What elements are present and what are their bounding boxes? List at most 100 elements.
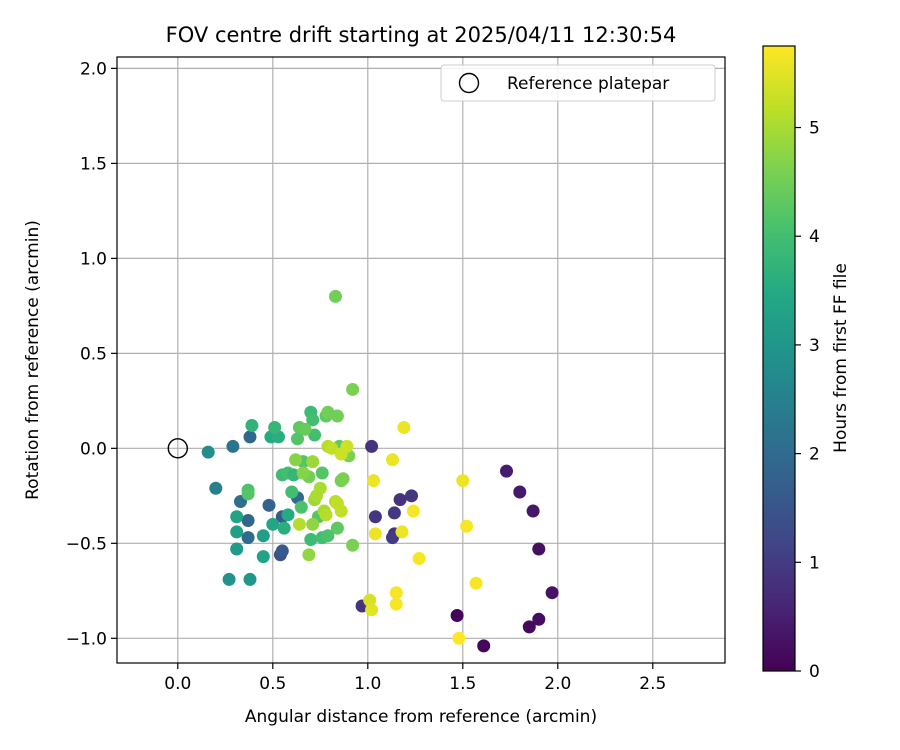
y-tick-label: 1.0 (80, 249, 107, 269)
data-point (292, 517, 306, 531)
data-point (315, 466, 329, 480)
data-point (500, 464, 513, 478)
data-point (330, 521, 344, 535)
data-point (302, 548, 316, 562)
data-point (412, 552, 426, 566)
x-axis-ticks: 0.0 0.5 1.0 1.5 2.0 2.5 (164, 663, 666, 694)
data-point (406, 504, 420, 518)
data-point (330, 409, 344, 423)
data-point (532, 612, 546, 626)
data-point (268, 420, 282, 434)
x-tick-label: 0.5 (259, 674, 286, 694)
data-point (256, 550, 270, 564)
data-point (452, 631, 466, 645)
data-point (291, 432, 304, 446)
reference-marker-group (167, 438, 189, 459)
data-point (304, 533, 318, 547)
data-point (389, 586, 403, 600)
data-point (405, 489, 418, 503)
colorbar-tick-label: 2 (809, 445, 820, 465)
data-point (308, 428, 322, 442)
plot-area (117, 57, 725, 663)
data-point (201, 445, 215, 459)
legend-box (440, 64, 716, 102)
legend-marker-icon (458, 72, 480, 94)
colorbar-tick-label: 1 (809, 553, 820, 573)
data-point (460, 519, 474, 533)
data-point (387, 506, 401, 520)
colorbar-gradient (762, 45, 796, 672)
data-point (336, 472, 350, 486)
data-point (513, 485, 527, 499)
y-axis-ticks: −1.0 −0.5 0.0 0.5 1.0 1.5 2.0 (66, 59, 117, 649)
y-tick-label: −0.5 (66, 534, 107, 554)
data-point (266, 517, 280, 531)
data-point (222, 572, 236, 586)
data-point (243, 430, 257, 444)
data-point (262, 498, 276, 512)
data-point (230, 525, 244, 539)
data-point (321, 529, 335, 543)
data-point (241, 487, 255, 501)
data-point (241, 514, 255, 528)
y-axis-label: Rotation from reference (arcmin) (23, 220, 43, 500)
legend: Reference platepar (440, 64, 716, 102)
data-point (319, 508, 333, 522)
data-point (285, 485, 299, 499)
colorbar-label: Hours from first FF file (831, 263, 851, 453)
colorbar: 0 1 2 3 4 5 Hours from first FF file (762, 45, 851, 682)
colorbar-ticks: 0 1 2 3 4 5 (795, 119, 820, 682)
y-tick-label: 2.0 (80, 59, 107, 79)
data-point (334, 504, 348, 518)
data-point (329, 289, 342, 303)
data-point (277, 521, 291, 535)
data-point (367, 474, 380, 488)
axes-frame (116, 56, 726, 664)
y-tick-label: 1.5 (80, 154, 107, 174)
data-point (325, 441, 339, 455)
data-point (256, 529, 270, 543)
data-point (281, 508, 295, 522)
colorbar-tick-label: 5 (809, 119, 820, 139)
y-tick-label: 0.5 (80, 344, 107, 364)
data-point (275, 544, 289, 558)
data-point (245, 419, 259, 433)
data-points (201, 289, 559, 653)
data-point (346, 538, 360, 552)
data-point (469, 576, 483, 590)
x-tick-label: 2.5 (639, 674, 666, 694)
data-point (545, 586, 559, 600)
data-point (368, 510, 382, 524)
x-tick-label: 0.0 (164, 674, 191, 694)
data-point (395, 525, 409, 539)
data-point (365, 439, 379, 453)
data-point (226, 439, 240, 453)
data-point (306, 517, 320, 531)
data-point (294, 500, 308, 514)
x-tick-label: 2.0 (544, 674, 571, 694)
data-point (386, 453, 399, 467)
data-point (477, 639, 491, 653)
x-tick-label: 1.5 (449, 674, 476, 694)
data-point (340, 439, 354, 453)
data-point (526, 504, 540, 518)
x-tick-label: 1.0 (354, 674, 381, 694)
data-point (397, 420, 411, 434)
data-point (306, 413, 320, 427)
data-point (241, 531, 255, 545)
data-point (230, 542, 244, 556)
colorbar-tick-label: 4 (809, 227, 820, 247)
data-point (389, 597, 403, 611)
data-point (296, 466, 310, 480)
data-point (298, 422, 312, 436)
y-tick-label: 0.0 (80, 439, 107, 459)
data-point (532, 542, 546, 556)
x-axis-label: Angular distance from reference (arcmin) (245, 707, 597, 727)
chart-title: FOV centre drift starting at 2025/04/11 … (166, 23, 677, 47)
reference-marker (167, 438, 189, 459)
data-point (386, 531, 399, 545)
legend-entry-reference: Reference platepar (507, 74, 669, 94)
data-point (346, 382, 360, 396)
